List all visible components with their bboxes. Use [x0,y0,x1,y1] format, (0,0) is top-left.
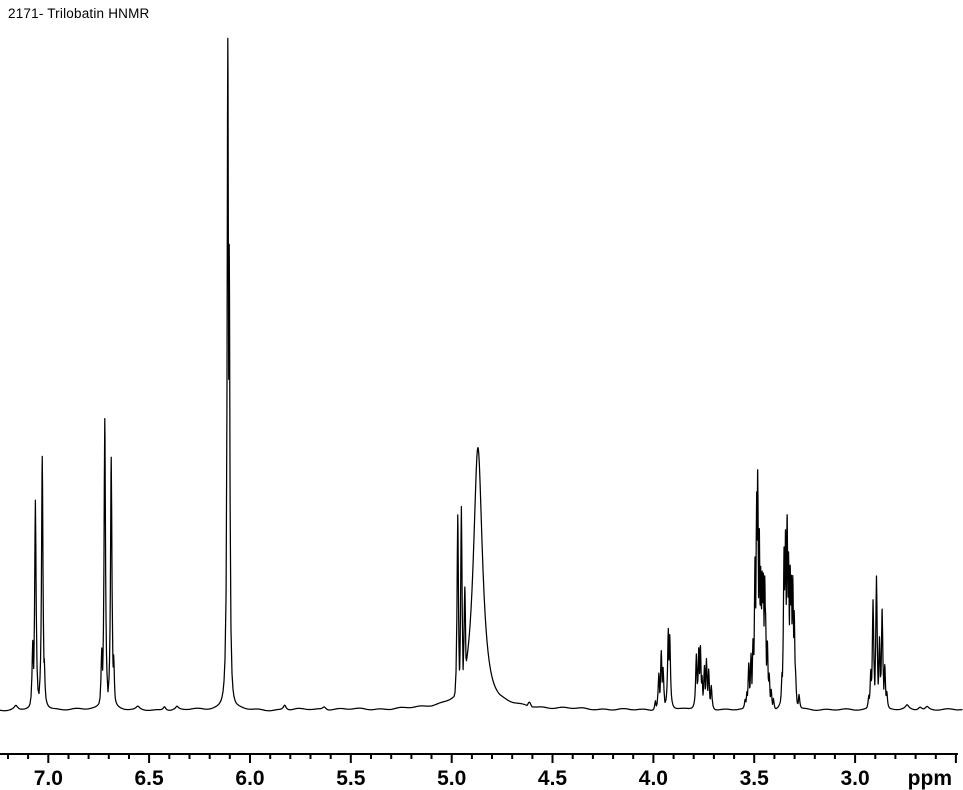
axis-tick-label: 6.5 [134,767,164,790]
axis-tick-label: 6.0 [235,767,264,790]
axis-tick-label: 4.0 [639,767,668,790]
nmr-trace [0,37,963,712]
axis-ticks [7,754,957,763]
axis-tick-label: 5.0 [437,767,466,790]
axis-tick-label: 3.0 [840,767,869,790]
spectrum-title: 2171- Trilobatin HNMR [8,6,150,21]
axis-tick-label: 5.5 [336,767,366,790]
axis-unit-label: ppm [908,767,952,790]
axis-tick-labels: 7.0 6.5 6.0 5.5 5.0 4.5 4.0 3.5 3.0 [34,767,870,790]
ppm-axis: 7.0 6.5 6.0 5.5 5.0 4.5 4.0 3.5 3.0 ppm [0,753,958,790]
axis-tick-label: 3.5 [740,767,770,790]
axis-tick-label: 4.5 [538,767,568,790]
axis-tick-label: 7.0 [34,767,63,790]
